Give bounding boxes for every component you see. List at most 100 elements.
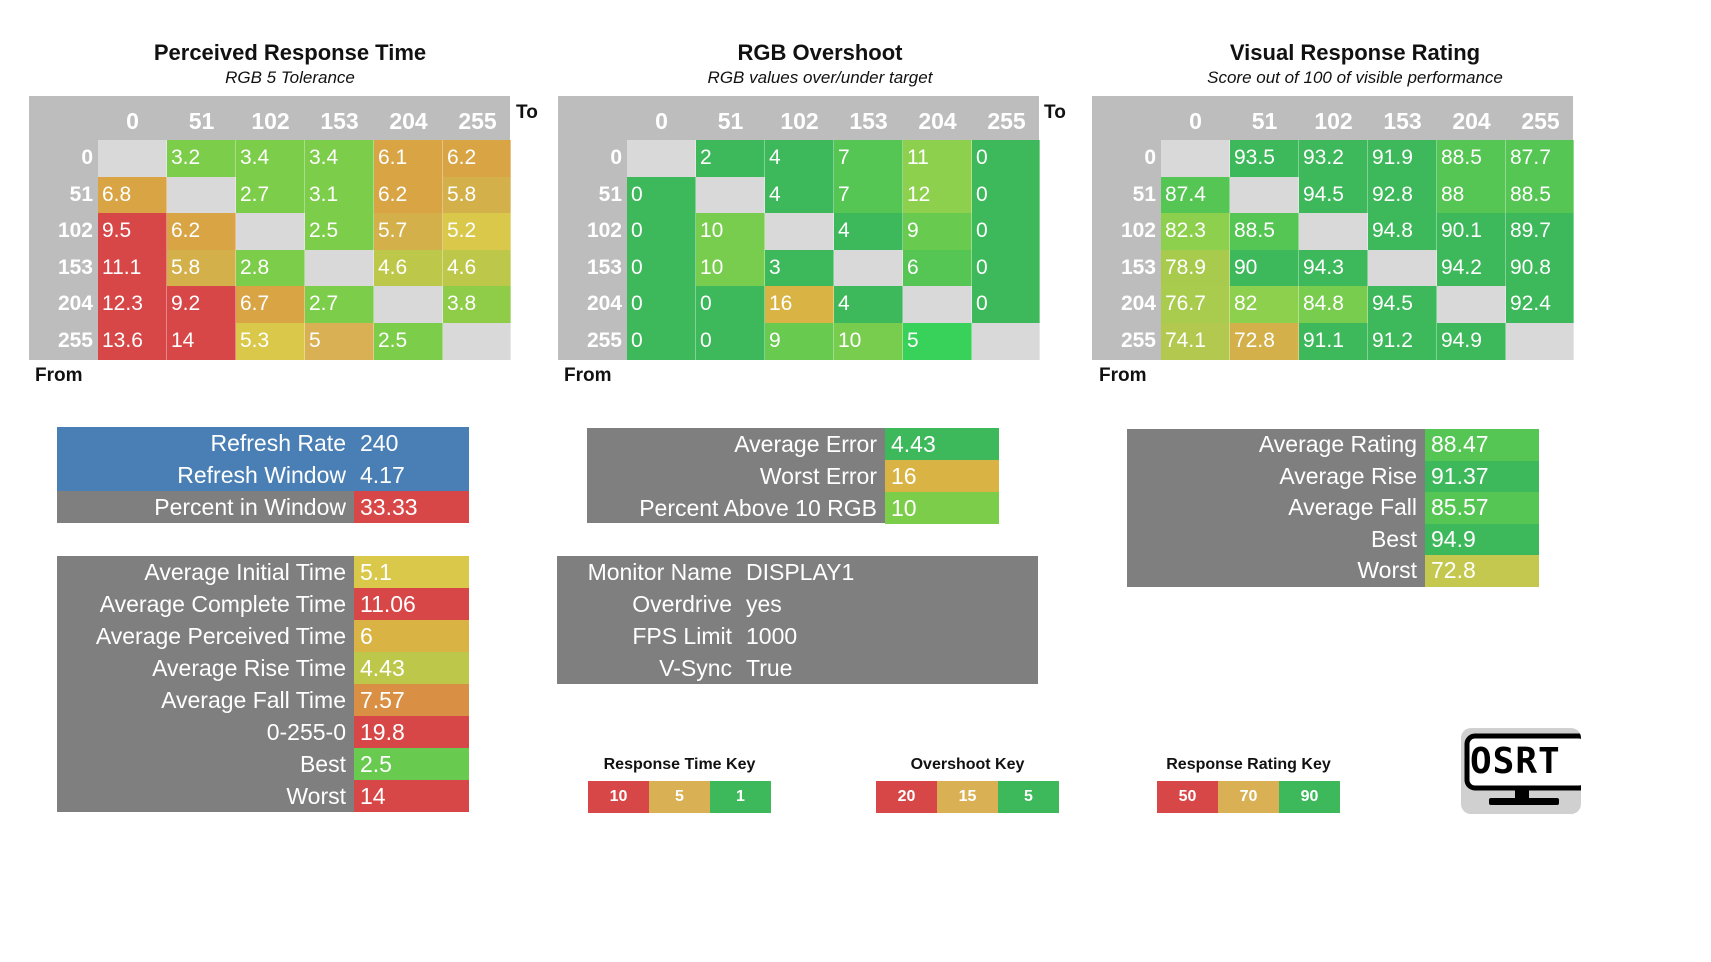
heatmap-cell: 2.7 [236, 176, 305, 214]
stat-label: Average Error [734, 431, 877, 457]
heatmap-cell: 93.5 [1230, 140, 1299, 178]
stat-label: Worst Error [759, 463, 877, 489]
heatmap-cell: 10 [834, 323, 903, 361]
stat-label: Average Rating [1258, 431, 1417, 457]
stat-label: Average Rise Time [152, 655, 346, 681]
key-swatch: 5 [649, 781, 710, 813]
stat-label: Overdrive [632, 591, 732, 617]
heatmap-cell: 88 [1437, 176, 1506, 214]
rating-from-label: From [1099, 365, 1147, 386]
row-header: 153 [57, 255, 93, 279]
heatmap-cell: 0 [627, 286, 696, 324]
heatmap-cell: 0 [627, 249, 696, 287]
column-header: 204 [1452, 108, 1491, 134]
stat-value: 4.43 [354, 652, 469, 684]
heatmap-cell: 4 [834, 213, 903, 251]
column-header: 51 [1251, 108, 1278, 134]
heatmap-cell: 88.5 [1230, 213, 1299, 251]
key-swatch: 70 [1218, 781, 1279, 813]
column-header: 51 [188, 108, 215, 134]
stat-row: Refresh Window 4.17 [57, 459, 469, 491]
heatmap-cell: 3.4 [236, 140, 305, 178]
heatmap-cell: 94.9 [1437, 323, 1506, 361]
key-title: Response Rating Key [1166, 756, 1331, 773]
heatmap-cell: 14 [167, 323, 236, 361]
row-header: 153 [586, 255, 622, 279]
heatmap-cell: 0 [696, 286, 765, 324]
heatmap-cell: 90.8 [1506, 249, 1574, 287]
heatmap-cell: 9.5 [98, 213, 167, 251]
stat-row: V-Sync True [557, 652, 1038, 684]
stat-value: 14 [354, 780, 469, 812]
heatmap-cell: 88.5 [1437, 140, 1506, 178]
overshoot-stats-panel: Average Error 4.43 Worst Error 16 Percent Ab… [587, 428, 999, 524]
key-swatch: 90 [1279, 781, 1340, 813]
heatmap-cell [834, 249, 903, 287]
heatmap-cell: 5.8 [443, 176, 511, 214]
heatmap-cell: 9 [903, 213, 972, 251]
stat-label: Best [299, 751, 346, 777]
heatmap-cell [1506, 323, 1574, 361]
stat-label: Average Fall [1288, 494, 1417, 521]
key-swatch: 1 [710, 781, 771, 813]
column-header: 204 [389, 108, 428, 134]
stat-row: Average Error 4.43 [587, 428, 999, 460]
overshoot-heatmap: 0 51 102 153 204 255 0 2 4 7 11 0 51 0 4 7 12 0 102 0 10 4 9 0 1… [558, 96, 1040, 361]
heatmap-cell: 5 [305, 323, 374, 361]
logo-text: OSRT [1470, 741, 1561, 782]
stat-row: Refresh Rate 240 [57, 427, 469, 459]
prt-from-label: From [35, 365, 83, 386]
heatmap-cell: 94.3 [1299, 249, 1368, 287]
prt-subtitle: RGB 5 Tolerance [225, 68, 355, 87]
key-swatch: 15 [937, 781, 998, 813]
column-header: 102 [251, 108, 290, 134]
heatmap-cell: 6.8 [98, 176, 167, 214]
stat-label: Percent Above 10 RGB [639, 495, 877, 521]
stat-value: 6 [354, 620, 469, 652]
stat-label: Average Initial Time [144, 559, 346, 585]
heatmap-cell: 0 [972, 213, 1040, 251]
heatmap-cell: 89.7 [1506, 213, 1574, 251]
stat-row: Average Fall 85.57 [1127, 492, 1539, 524]
stat-label: FPS Limit [632, 623, 732, 649]
row-header: 0 [1144, 146, 1156, 169]
stat-row: Average Rise 91.37 [1127, 460, 1539, 493]
rating-stats-panel: Average Rating 88.47 Average Rise 91.37 Aver… [1127, 429, 1539, 587]
heatmap-cell [374, 286, 443, 324]
stat-value: 33.33 [354, 491, 469, 523]
heatmap-cell: 93.2 [1299, 140, 1368, 178]
prt-heatmap: 0 51 102 153 204 255 0 3.2 3.4 3.4 6.1 6.2 51 6.8 2.7 3… [29, 96, 511, 361]
heatmap-cell: 72.8 [1230, 323, 1299, 361]
stat-value: 16 [885, 460, 999, 492]
row-header: 102 [1120, 219, 1156, 243]
heatmap-cell: 4 [765, 176, 834, 214]
heatmap-cell [696, 176, 765, 214]
heatmap-cell: 91.2 [1368, 323, 1437, 361]
heatmap-cell: 5.2 [443, 213, 511, 251]
stat-value: 10 [885, 492, 999, 524]
heatmap-cell: 94.5 [1368, 286, 1437, 324]
stat-label: Average Perceived Time [95, 623, 346, 649]
stat-row: Best 94.9 [1127, 523, 1539, 556]
heatmap-cell: 12 [903, 176, 972, 214]
stat-row: Average Fall Time 7.57 [57, 684, 469, 716]
heatmap-cell: 82 [1230, 286, 1299, 324]
row-header: 204 [1120, 292, 1156, 316]
heatmap-cell: 74.1 [1161, 323, 1230, 361]
heatmap-cell: 10 [696, 249, 765, 287]
heatmap-cell: 91.9 [1368, 140, 1437, 178]
heatmap-cell [167, 176, 236, 214]
column-header: 51 [717, 108, 744, 134]
row-header: 255 [1120, 329, 1156, 352]
stat-label: Average Rise [1279, 462, 1417, 489]
heatmap-cell: 0 [972, 176, 1040, 214]
heatmap-cell: 13.6 [98, 323, 167, 361]
row-header: 51 [1132, 182, 1156, 206]
heatmap-cell: 6.2 [167, 213, 236, 251]
stat-value: 7.57 [354, 684, 469, 716]
overshoot-title: RGB Overshoot [737, 40, 903, 65]
stat-row: Average Complete Time 11.06 [57, 588, 469, 620]
column-header: 255 [987, 108, 1026, 134]
rating-title: Visual Response Rating [1229, 40, 1481, 65]
heatmap-cell [903, 286, 972, 324]
